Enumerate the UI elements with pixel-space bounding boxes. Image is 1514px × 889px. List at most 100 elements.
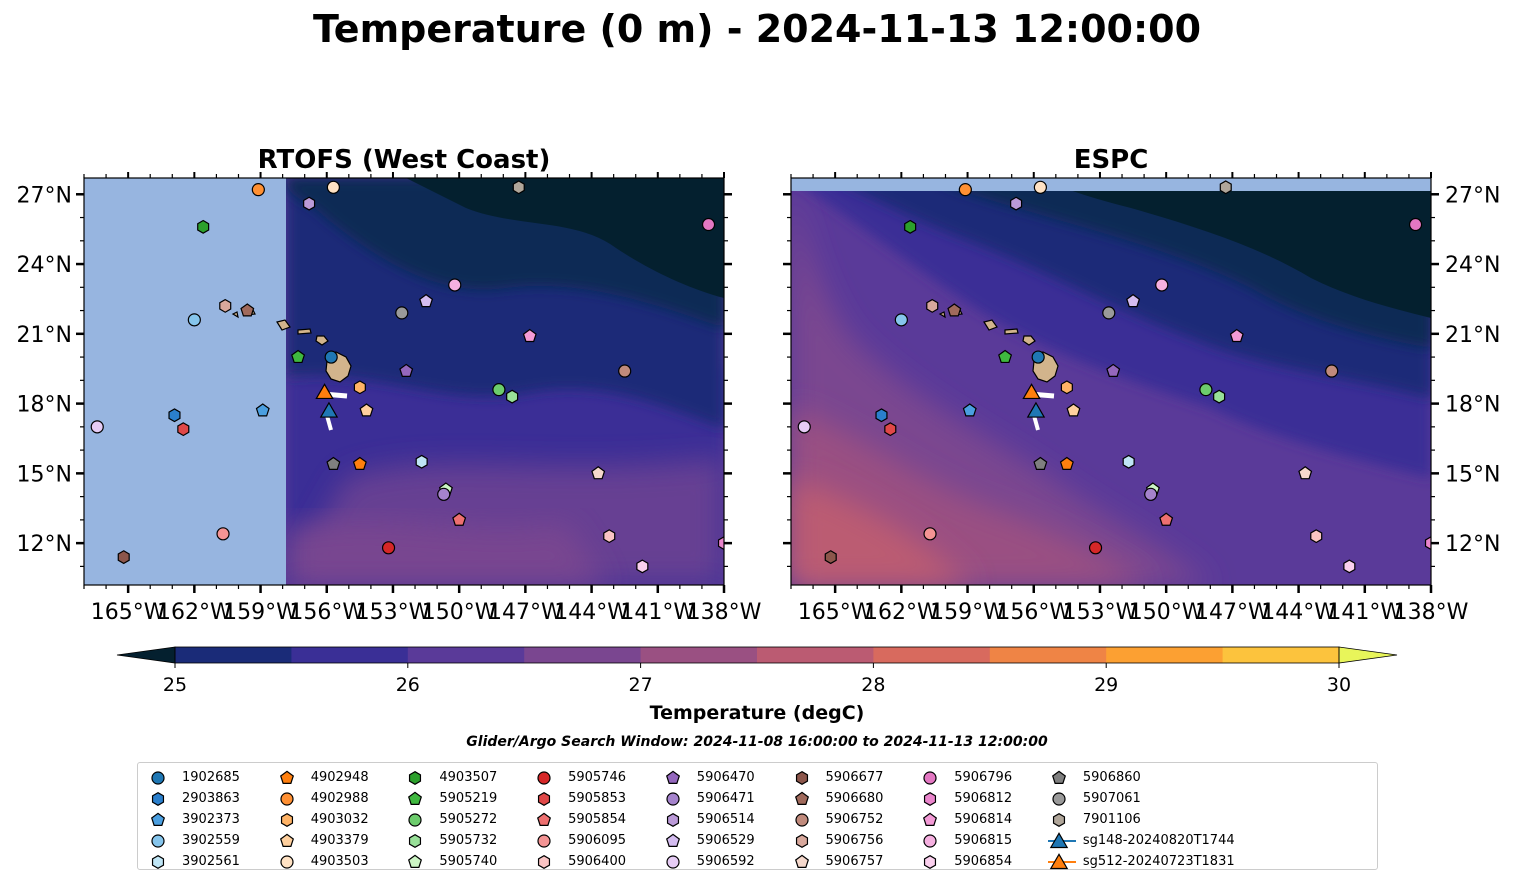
legend-label: 4903507 — [439, 770, 498, 785]
legend-symbol — [408, 812, 422, 827]
maui-island — [315, 335, 329, 346]
legend-label: sg512-20240723T1831 — [1082, 854, 1235, 869]
legend-symbol — [1052, 791, 1066, 806]
legend-label: 5906814 — [954, 812, 1013, 827]
float-marker-5906860 — [326, 456, 341, 470]
legend-marker-1902685 — [151, 770, 165, 785]
legend-symbol — [151, 854, 165, 869]
legend-item-5906400: 5906400 — [530, 851, 626, 872]
float-marker-5906814 — [522, 328, 537, 343]
legend-label: 7901106 — [1082, 812, 1141, 827]
colorbar-bins — [116, 646, 1398, 664]
legend-item-sg148-20240820T1744: sg148-20240820T1744 — [1045, 830, 1235, 851]
legend-marker-3902559 — [151, 833, 165, 848]
legend-symbol — [666, 791, 680, 806]
legend-label: 2903863 — [182, 791, 240, 806]
legend-item-5906860: 5906860 — [1045, 767, 1235, 788]
legend-column: 5906796 5906812 5906814 5906815 5906854 — [916, 767, 1012, 872]
legend-symbol — [151, 770, 165, 785]
float-marker-5905854 — [1159, 512, 1174, 526]
legend-label: 4903503 — [310, 854, 369, 869]
legend-marker-4903503 — [280, 854, 294, 869]
colorbar-tick-label: 28 — [861, 674, 885, 696]
legend-marker-5906471 — [666, 791, 680, 806]
legend-item-5906592: 5906592 — [659, 851, 755, 872]
legend-symbol — [923, 833, 937, 848]
legend-label: 5905740 — [439, 854, 498, 869]
legend-marker-3902373 — [151, 812, 165, 826]
colorbar-tick-label: 29 — [1094, 674, 1118, 696]
legend-item-3902373: 3902373 — [144, 809, 240, 830]
float-marker-1902685 — [1031, 350, 1045, 364]
legend-item-5906470: 5906470 — [659, 767, 755, 788]
float-marker-5906470 — [399, 363, 414, 377]
colorbar-bin — [1106, 647, 1224, 663]
legend-label: 3902373 — [182, 812, 240, 827]
float-marker-5906756 — [926, 298, 939, 313]
legend-marker-7901106 — [1052, 812, 1065, 827]
legend-column: 1902685 2903863 3902373 3902559 3902561 — [144, 767, 240, 872]
legend-symbol — [924, 791, 937, 806]
legend-marker-4903379 — [279, 833, 294, 847]
lon-tick-label: 156°W — [289, 600, 364, 625]
legend-label: 5906860 — [1082, 770, 1141, 785]
legend-item-5906677: 5906677 — [788, 767, 883, 788]
legend-label: 5906529 — [696, 833, 755, 848]
colorbar-bin — [757, 647, 874, 663]
lon-tick-label: 156°W — [996, 600, 1071, 625]
legend-marker-5906752 — [794, 812, 809, 827]
lon-tick-label: 162°W — [864, 600, 939, 625]
legend-marker-5906814 — [923, 812, 938, 826]
float-marker-4903503 — [1033, 180, 1047, 194]
legend-marker-2903863 — [151, 791, 165, 806]
legend-marker-4903032 — [280, 812, 293, 827]
legend-marker-5906860 — [1051, 770, 1066, 784]
float-marker-5905732 — [506, 389, 519, 404]
colorbar-bin — [407, 647, 525, 663]
lon-tick-label: 159°W — [930, 600, 1005, 625]
float-marker-5905219 — [291, 349, 306, 364]
legend-label: 4902948 — [310, 770, 369, 785]
legend-item-4903503: 4903503 — [273, 851, 369, 872]
legend-marker-5905854 — [537, 812, 552, 826]
float-marker-5906677 — [824, 550, 837, 565]
oahu-island — [276, 319, 291, 331]
legend-marker-5905746 — [537, 770, 551, 785]
legend-column: 5906677 5906680 5906752 5906756 5906757 — [788, 767, 883, 872]
lat-tick-label: 21°N — [1445, 323, 1500, 348]
float-marker-5905272 — [1199, 383, 1213, 397]
legend-label: 5906471 — [696, 791, 755, 806]
colorbar-over-extend — [1338, 646, 1398, 664]
legend-item-5905272: 5905272 — [401, 809, 497, 830]
lon-tick-label: 153°W — [356, 600, 431, 625]
float-marker-4903507 — [904, 219, 917, 234]
legend-symbol — [538, 791, 551, 806]
lat-tick-label: 27°N — [1445, 183, 1500, 208]
lon-tick-label: 165°W — [798, 600, 873, 625]
float-marker-5906677 — [117, 550, 130, 565]
legend-item-5905219: 5905219 — [401, 788, 497, 809]
legend-label: 4903032 — [310, 812, 369, 827]
temperature-field-espc — [791, 178, 1431, 585]
legend-label: 5906815 — [954, 833, 1013, 848]
colorbar-bin — [1222, 647, 1340, 663]
legend-marker-5906757 — [794, 854, 809, 868]
legend-item-5906757: 5906757 — [788, 851, 883, 872]
legend-symbol — [538, 854, 551, 869]
molokai-island — [1004, 328, 1019, 335]
legend-symbol — [666, 854, 680, 869]
legend-marker-5906680 — [794, 791, 809, 805]
float-marker-3902561 — [415, 454, 428, 469]
legend-symbol — [795, 833, 808, 848]
float-marker-3902559 — [894, 313, 908, 327]
colorbar-frame — [174, 646, 1340, 664]
lat-tick-label: 24°N — [1445, 253, 1500, 278]
legend-item-5906471: 5906471 — [659, 788, 755, 809]
float-marker-5905219 — [998, 349, 1013, 364]
legend-item-5906752: 5906752 — [788, 809, 883, 830]
float-marker-5906680 — [240, 303, 255, 317]
temperature-field-rtofs — [286, 178, 724, 585]
float-marker-4903507 — [197, 219, 210, 234]
glider-marker-sg512-20240723T1831 — [1022, 383, 1041, 400]
lat-tick-label: 21°N — [17, 323, 72, 348]
